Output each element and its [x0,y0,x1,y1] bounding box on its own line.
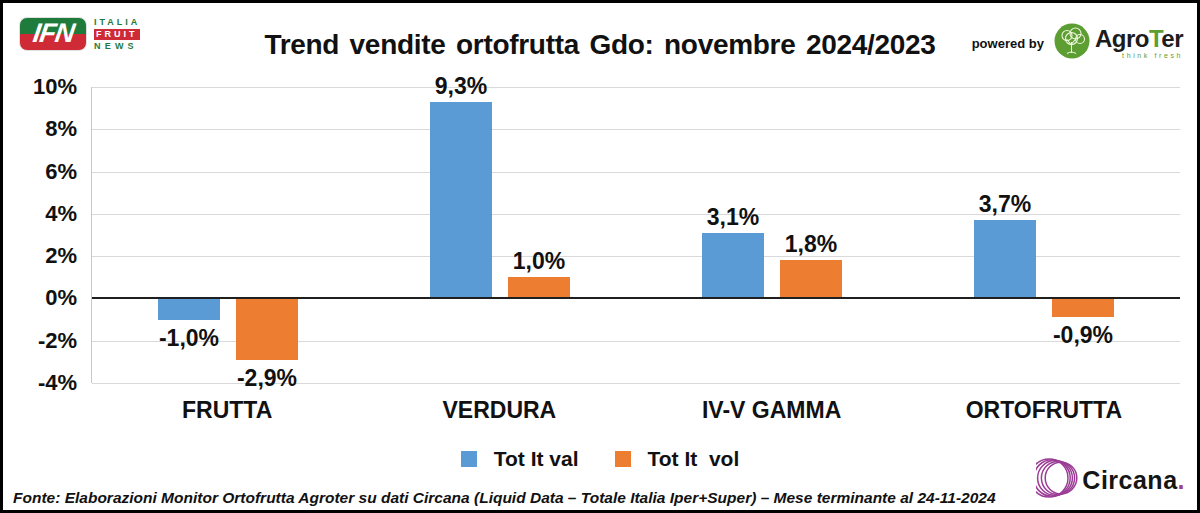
y-tick-label: 0% [3,285,77,311]
circana-logo: Circana. [1036,454,1185,506]
plot-area: -1,0% -2,9% 9,3% 1,0% 3,1% 1,8% 3,7% -0,9% [91,87,1180,383]
legend-swatch [615,451,631,467]
agroter-tree-icon [1054,23,1090,63]
bar [974,220,1036,298]
category-label: FRUTTA [91,397,363,424]
y-tick-label: -4% [3,370,77,396]
y-tick-label: 8% [3,116,77,142]
legend-entry: Tot It val [461,447,579,471]
bar-slot: -1,0% [158,87,220,383]
agroter-logo: AgroTer think fresh [1054,23,1183,63]
agroter-wordmark: AgroTer think fresh [1095,27,1183,59]
zero-axis-line [92,297,1180,299]
powered-by-label: powered by [972,36,1044,51]
powered-by-block: powered by AgroTer think fresh [972,23,1183,63]
bar-slot: 1,8% [780,87,842,383]
bar-group: 3,7% -0,9% [908,87,1180,383]
bar-group: 3,1% 1,8% [636,87,908,383]
bar-group: 9,3% 1,0% [364,87,636,383]
legend: Tot It val Tot It vol [3,447,1197,471]
legend-swatch [461,451,477,467]
bar [780,260,842,298]
bar-value-label: -1,0% [159,325,219,351]
bar [158,298,220,319]
bar-group: -1,0% -2,9% [92,87,364,383]
bar-slot: 3,7% [974,87,1036,383]
agroter-tagline: think fresh [1122,52,1183,59]
bar-value-label: 3,1% [707,204,759,230]
bar-slot: -2,9% [236,87,298,383]
y-tick-label: 2% [3,243,77,269]
legend-label: Tot It vol [648,447,740,471]
y-tick-label: 10% [3,74,77,100]
bar [508,277,570,298]
category-label: ORTOFRUTTA [908,397,1180,424]
bar-value-label: 9,3% [435,73,487,99]
y-axis: 10%8%6%4%2%0%-2%-4% [9,87,83,383]
bar-slot: 3,1% [702,87,764,383]
category-label: VERDURA [363,397,635,424]
bar-value-label: 1,0% [513,248,565,274]
bar-value-label: -0,9% [1053,322,1113,348]
category-label: IV-V GAMMA [636,397,908,424]
legend-entry: Tot It vol [615,447,740,471]
y-tick-label: -2% [3,328,77,354]
bar-value-label: 3,7% [979,191,1031,217]
bar-value-label: 1,8% [785,231,837,257]
infographic-frame: IFN ITALIA FRUIT NEWS Trend vendite orto… [0,0,1200,513]
ifn-wordmark-italia: ITALIA [94,18,140,27]
source-text: Fonte: Elaborazioni Monitor Ortofrutta A… [13,489,996,507]
bar-slot: -0,9% [1052,87,1114,383]
circana-wordmark: Circana. [1082,466,1185,495]
circana-rings-icon [1036,454,1080,506]
bar-slot: 9,3% [430,87,492,383]
bar [702,233,764,299]
y-tick-label: 6% [3,159,77,185]
bar [236,298,298,359]
agroter-name: AgroTer [1095,27,1183,51]
legend-label: Tot It val [494,447,579,471]
bar-value-label: -2,9% [237,365,297,391]
bar [1052,298,1114,317]
y-tick-label: 4% [3,201,77,227]
x-axis-labels: FRUTTAVERDURAIV-V GAMMAORTOFRUTTA [91,397,1180,424]
bar [430,102,492,299]
bar-slot: 1,0% [508,87,570,383]
